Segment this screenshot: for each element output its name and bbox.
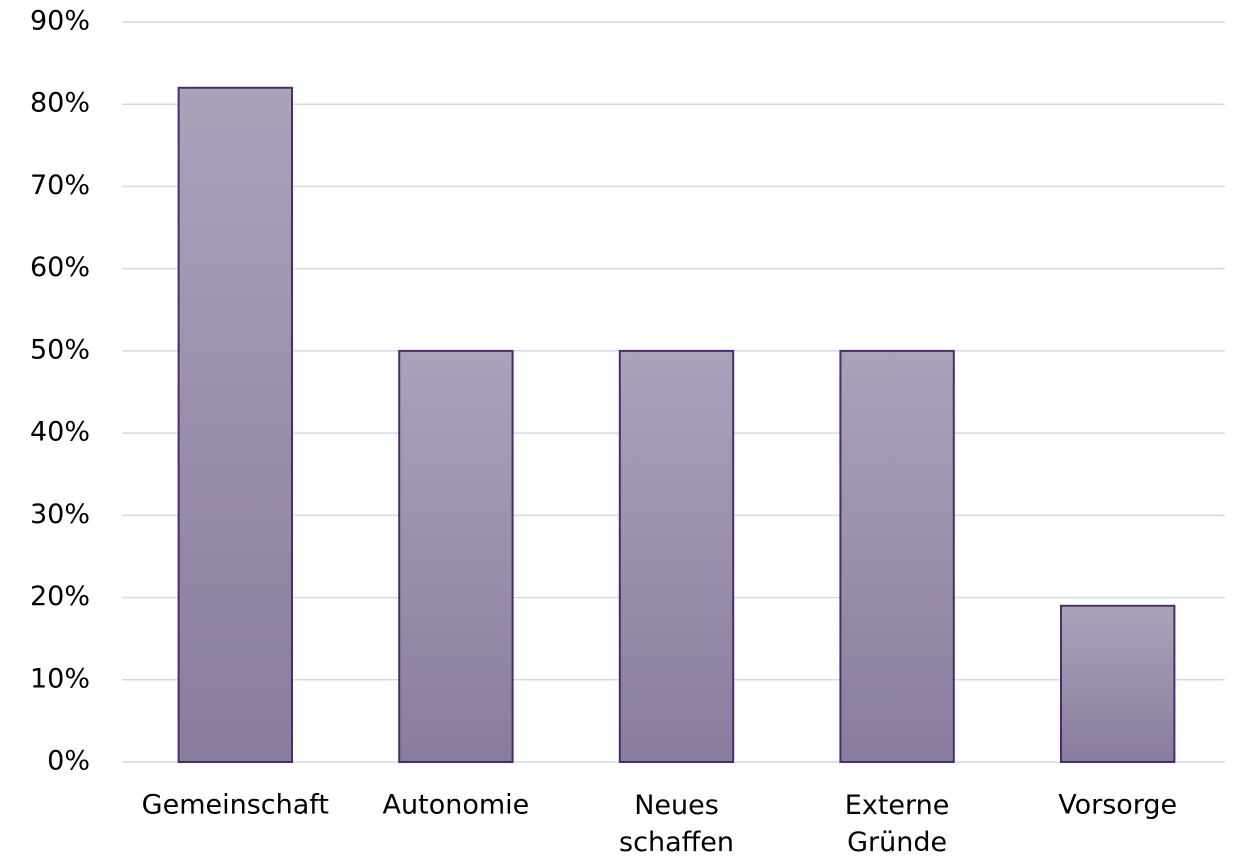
bar <box>398 349 514 763</box>
y-tick-label: 20% <box>30 581 90 612</box>
x-tick-label: Externe Gründe <box>845 790 950 858</box>
y-tick-label: 40% <box>30 417 90 448</box>
y-tick-label: 70% <box>30 170 90 201</box>
y-tick-label: 0% <box>47 746 90 777</box>
bar <box>177 86 293 764</box>
x-tick-label: Autonomie <box>383 790 530 821</box>
y-tick-label: 50% <box>30 334 90 365</box>
x-tick-label: Vorsorge <box>1058 790 1177 821</box>
x-tick-label: Gemeinschaft <box>142 790 329 821</box>
y-tick-label: 60% <box>30 252 90 283</box>
y-tick-label: 90% <box>30 6 90 37</box>
bar <box>839 349 955 763</box>
y-tick-label: 80% <box>30 88 90 119</box>
y-tick-label: 10% <box>30 663 90 694</box>
x-tick-label: Neues schaffen <box>619 790 734 858</box>
bar <box>618 349 735 763</box>
y-tick-label: 30% <box>30 499 90 530</box>
bar <box>1060 604 1176 763</box>
